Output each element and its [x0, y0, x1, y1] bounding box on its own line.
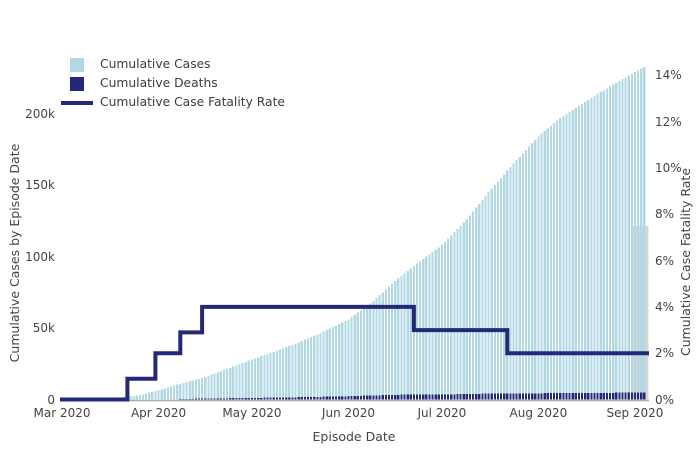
legend-label: Cumulative Cases: [100, 57, 211, 71]
deaths-swatch-icon: [60, 76, 94, 91]
cases-swatch-icon: [60, 57, 94, 72]
cases-bars[interactable]: [95, 67, 646, 400]
legend-item-cumulative-cases[interactable]: Cumulative Cases: [60, 55, 285, 74]
deaths-bars[interactable]: [179, 392, 646, 400]
legend-label: Cumulative Case Fatality Rate: [100, 95, 285, 109]
legend: Cumulative Cases Cumulative Deaths Cumul…: [60, 55, 285, 112]
fatality-rate-line-swatch-icon: [60, 100, 94, 105]
legend-label: Cumulative Deaths: [100, 76, 218, 90]
legend-item-cumulative-deaths[interactable]: Cumulative Deaths: [60, 74, 285, 93]
legend-item-case-fatality-rate[interactable]: Cumulative Case Fatality Rate: [60, 93, 285, 112]
case-fatality-rate-line[interactable]: [60, 304, 649, 402]
